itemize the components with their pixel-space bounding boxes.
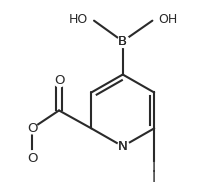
Text: O: O (27, 152, 37, 165)
Text: HO: HO (68, 13, 88, 26)
Text: N: N (118, 140, 128, 153)
Text: N: N (118, 140, 128, 153)
Text: O: O (27, 122, 37, 135)
Text: I: I (152, 160, 156, 175)
Text: O: O (54, 74, 64, 87)
Text: B: B (118, 35, 127, 48)
Text: B: B (118, 35, 127, 48)
Text: OH: OH (159, 13, 178, 26)
Text: I: I (152, 170, 156, 185)
